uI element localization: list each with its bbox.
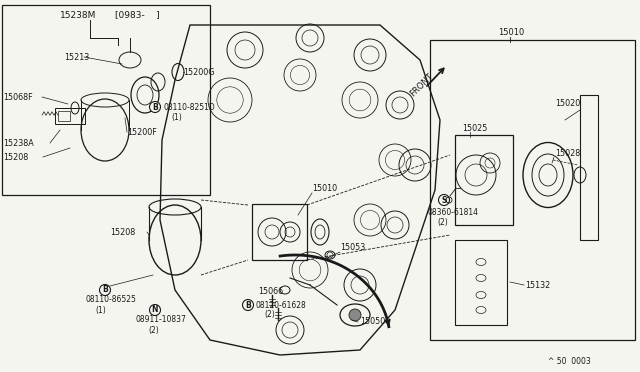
Text: S: S [442, 196, 447, 205]
Text: N: N [152, 305, 158, 314]
Bar [580, 95, 598, 240]
Text: (2): (2) [437, 218, 448, 227]
Text: 15010: 15010 [498, 28, 524, 36]
Text: [0983-    ]: [0983- ] [115, 10, 160, 19]
Circle shape [438, 195, 449, 205]
Bar [430, 40, 635, 340]
Bar [455, 240, 507, 325]
Text: 15020: 15020 [555, 99, 580, 108]
Text: 15238A: 15238A [3, 138, 34, 148]
Text: 15053: 15053 [340, 244, 365, 253]
Bar [455, 135, 513, 225]
Text: ^ 50  0003: ^ 50 0003 [548, 357, 591, 366]
Bar [252, 204, 307, 260]
Circle shape [150, 102, 161, 112]
Text: B: B [152, 103, 158, 112]
Text: 15066: 15066 [258, 288, 283, 296]
Text: 15200G: 15200G [183, 67, 214, 77]
Text: 15050: 15050 [360, 317, 385, 327]
Text: 15028: 15028 [555, 148, 580, 157]
Text: 15025: 15025 [462, 124, 488, 132]
Text: 15208: 15208 [110, 228, 135, 237]
Text: 15068F: 15068F [3, 93, 33, 102]
Bar [58, 111, 70, 121]
Text: 15238M: 15238M [60, 10, 97, 19]
Text: 15208: 15208 [3, 153, 28, 161]
Bar [55, 108, 85, 124]
Bar [2, 5, 210, 195]
Text: 08120-61628: 08120-61628 [256, 301, 307, 310]
Circle shape [150, 305, 161, 315]
Text: 08110-8251D: 08110-8251D [163, 103, 215, 112]
Text: (1): (1) [95, 305, 106, 314]
Text: 15200F: 15200F [127, 128, 157, 137]
Text: 15010: 15010 [312, 183, 337, 192]
Circle shape [243, 299, 253, 311]
Text: 15213: 15213 [64, 52, 89, 61]
Text: 08911-10837: 08911-10837 [135, 315, 186, 324]
Text: (2): (2) [264, 311, 275, 320]
Text: 08360-61814: 08360-61814 [428, 208, 479, 217]
Text: (1): (1) [171, 112, 182, 122]
Text: (2): (2) [148, 326, 159, 334]
Text: 15132: 15132 [525, 280, 550, 289]
Circle shape [99, 285, 111, 295]
Text: B: B [102, 285, 108, 295]
Circle shape [349, 309, 361, 321]
Text: FRONT: FRONT [408, 72, 435, 98]
Text: B: B [245, 301, 251, 310]
Text: 08110-86525: 08110-86525 [85, 295, 136, 305]
